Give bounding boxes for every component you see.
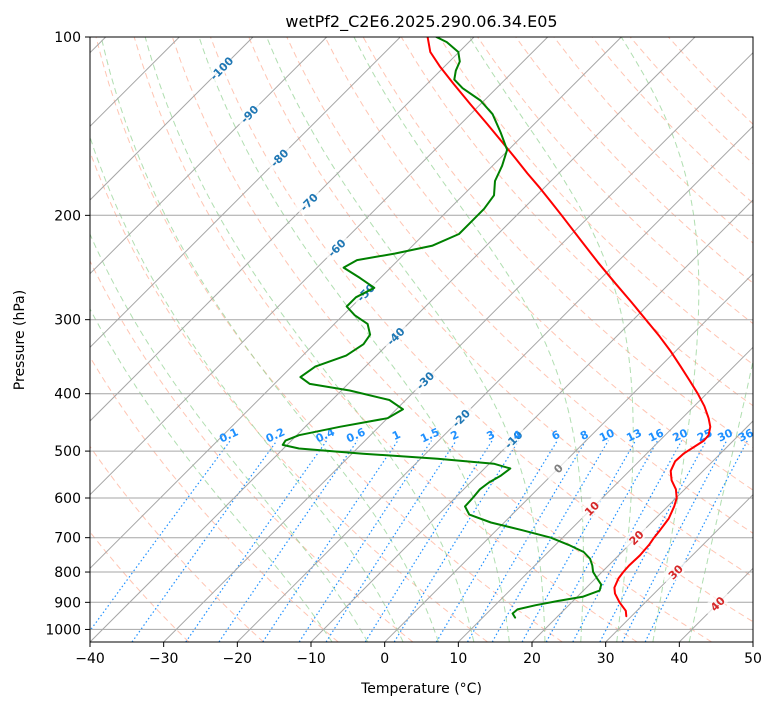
dry-adiabat-line xyxy=(210,37,753,623)
moist-adiabat-line xyxy=(266,37,546,642)
dry-adiabat-line xyxy=(324,37,753,491)
isotherm-gridline xyxy=(90,37,254,201)
isotherm-label-bg xyxy=(293,186,324,217)
y-tick-label: 900 xyxy=(54,595,81,611)
mixing-ratio-line xyxy=(90,440,231,632)
moist-adiabat-line xyxy=(688,358,753,642)
isotherm-gridline xyxy=(90,37,401,349)
y-tick-label: 400 xyxy=(54,387,81,403)
chart-title: wetPf2_C2E6.2025.290.06.34.E05 xyxy=(285,12,557,32)
profile-series xyxy=(281,37,712,619)
dry-adiabat-line xyxy=(286,37,753,534)
isotherm-label-bg xyxy=(380,320,410,351)
mixing-ratio-label: 36 xyxy=(736,426,756,444)
moist-adiabats xyxy=(90,37,753,642)
x-axis-title: Temperature (°C) xyxy=(360,681,482,697)
y-tick-label: 1000 xyxy=(45,622,81,638)
moist-adiabat-line xyxy=(90,135,404,642)
mixing-ratio-line xyxy=(521,440,637,642)
isotherm-gridline xyxy=(236,125,753,642)
isotherm-gridline xyxy=(90,37,328,275)
dry-adiabat-line xyxy=(95,37,563,642)
mixing-ratio-line xyxy=(298,440,432,642)
x-tick-label: −10 xyxy=(296,651,326,667)
mixing-ratio-label: 16 xyxy=(646,426,666,444)
plot-area: -100-90-80-70-60-50-40-30-20-10010203040… xyxy=(90,37,756,642)
mixing-ratio-label: 20 xyxy=(671,426,691,444)
dry-adiabats xyxy=(90,37,753,642)
x-tick-label: 40 xyxy=(670,651,688,667)
y-tick-label: 800 xyxy=(54,565,81,581)
mixing-ratio-line xyxy=(325,440,457,642)
y-tick-label: 600 xyxy=(54,491,81,507)
isotherm-label-bg xyxy=(576,492,606,523)
isotherm-gridline xyxy=(90,37,475,422)
isotherm-gridline xyxy=(163,51,753,642)
x-tick-label: 50 xyxy=(744,651,762,667)
isotherm-gridline xyxy=(90,37,622,570)
mixing-ratio-line xyxy=(572,440,683,642)
temperature-profile-line xyxy=(426,37,712,618)
y-tick-label: 700 xyxy=(54,531,81,547)
dewpoint-profile-line xyxy=(281,37,603,619)
y-tick-label: 100 xyxy=(54,30,81,46)
x-tick-label: −30 xyxy=(149,651,179,667)
dry-adiabat-line xyxy=(133,37,638,642)
isotherm-gridline xyxy=(90,37,549,496)
dry-adiabat-line xyxy=(515,37,753,284)
isotherm-label-bg xyxy=(206,52,236,83)
x-tick-label: 0 xyxy=(380,651,389,667)
moist-adiabat-line xyxy=(100,37,439,642)
x-tick-label: 30 xyxy=(597,651,615,667)
isotherm-label-bg xyxy=(263,142,294,173)
mixing-ratio-line xyxy=(185,440,328,642)
mixing-ratio-line xyxy=(364,440,493,642)
isotherm-gridline xyxy=(384,272,753,642)
mixing-ratio-line xyxy=(131,440,278,642)
isotherm-label-bg xyxy=(445,402,476,433)
mixing-ratio-line xyxy=(262,440,399,642)
y-tick-label: 300 xyxy=(54,313,81,329)
x-tick-label: 20 xyxy=(523,651,541,667)
moist-adiabat-line xyxy=(620,37,700,642)
x-tick-label: −20 xyxy=(223,651,253,667)
isotherm-gridline xyxy=(310,199,753,642)
moist-adiabat-line xyxy=(90,308,333,642)
mixing-ratio-label: 30 xyxy=(716,426,736,444)
isotherm-label-bg xyxy=(702,588,732,618)
mixing-ratio-line xyxy=(435,440,558,642)
dry-adiabat-line xyxy=(90,356,339,642)
isotherm-label-bg xyxy=(542,452,573,483)
y-tick-label: 200 xyxy=(54,208,81,224)
isotherm-label-bg xyxy=(497,423,528,454)
mixing-ratio-label: 13 xyxy=(624,426,643,444)
x-tick-label: −40 xyxy=(75,651,105,667)
moist-adiabat-line xyxy=(198,37,510,642)
moist-adiabat-line xyxy=(144,37,475,642)
y-tick-label: 500 xyxy=(54,444,81,460)
dry-adiabat-line xyxy=(90,259,414,642)
dry-adiabat-line xyxy=(248,37,753,578)
mixing-ratio-line xyxy=(491,440,609,642)
isotherm-label-bg xyxy=(409,364,440,395)
dry-adiabat-line xyxy=(90,445,264,642)
moist-adiabat-line xyxy=(90,232,369,642)
isotherm-label-bg xyxy=(620,522,651,552)
isotherm-label-bg xyxy=(321,232,351,263)
isotherm-gridline xyxy=(605,493,753,642)
axis-ticks: −40 −30 −20 −10 0 10 20 30 40 50 100 200 300 400 500 60… xyxy=(45,30,762,667)
dry-adiabat-line xyxy=(171,37,712,642)
isotherm-label-bg xyxy=(233,98,264,129)
mixing-ratio-line xyxy=(644,440,748,642)
x-tick-label: 10 xyxy=(449,651,467,667)
isotherm-label-bg xyxy=(660,556,690,587)
plot-frame xyxy=(89,36,754,643)
mixing-ratio-line xyxy=(466,440,587,642)
y-axis-title: Pressure (hPa) xyxy=(12,290,28,390)
moist-adiabat-line xyxy=(353,37,584,642)
mixing-ratio-label: 10 xyxy=(597,426,617,444)
